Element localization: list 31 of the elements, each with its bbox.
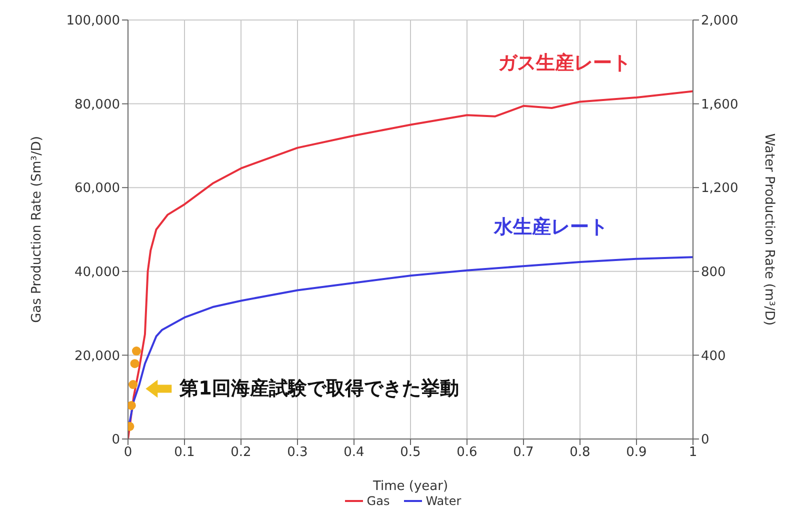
x-tick-label: 0.5 <box>400 445 421 460</box>
y-tick-label: 40,000 <box>74 265 120 280</box>
y2-tick-label: 1,200 <box>701 181 738 196</box>
y2-tick-label: 800 <box>701 265 726 280</box>
legend-label: Gas <box>366 494 390 508</box>
x-tick-label: 1 <box>688 445 698 460</box>
annotation: ガス生産レート <box>498 51 631 76</box>
y-tick-label: 100,000 <box>66 14 120 29</box>
x-tick-label: 0.2 <box>230 445 252 460</box>
annotation: 水生産レート <box>494 215 608 240</box>
x-tick-label: 0.6 <box>456 445 478 460</box>
annotation: 第1回海産試験で取得できた挙動 <box>178 378 459 400</box>
x-tick-label: 0.8 <box>570 445 590 460</box>
x-tick-label: 0.3 <box>287 445 308 460</box>
x-tick-label: 0.1 <box>174 445 195 460</box>
y-axis-title: Gas Production Rate (Sm³/D) <box>30 136 45 323</box>
x-tick-label: 0.4 <box>344 445 364 460</box>
y-tick-label: 60,000 <box>74 181 120 196</box>
y2-tick-label: 400 <box>701 348 726 364</box>
x-axis-title: Time (year) <box>372 479 448 494</box>
y2-axis-title: Water Production Rate (m³/D) <box>761 133 776 326</box>
y2-tick-label: 0 <box>701 432 710 448</box>
y-tick-label: 0 <box>112 432 120 448</box>
legend-label: Water <box>424 494 462 508</box>
y2-tick-label: 2,000 <box>701 14 738 29</box>
x-tick-label: 0 <box>124 445 132 460</box>
x-tick-label: 0.9 <box>626 445 647 460</box>
y2-tick-label: 1,600 <box>701 97 738 112</box>
x-tick-label: 0.7 <box>513 445 534 460</box>
y-tick-label: 80,000 <box>74 97 120 112</box>
y-tick-label: 20,000 <box>74 348 120 364</box>
